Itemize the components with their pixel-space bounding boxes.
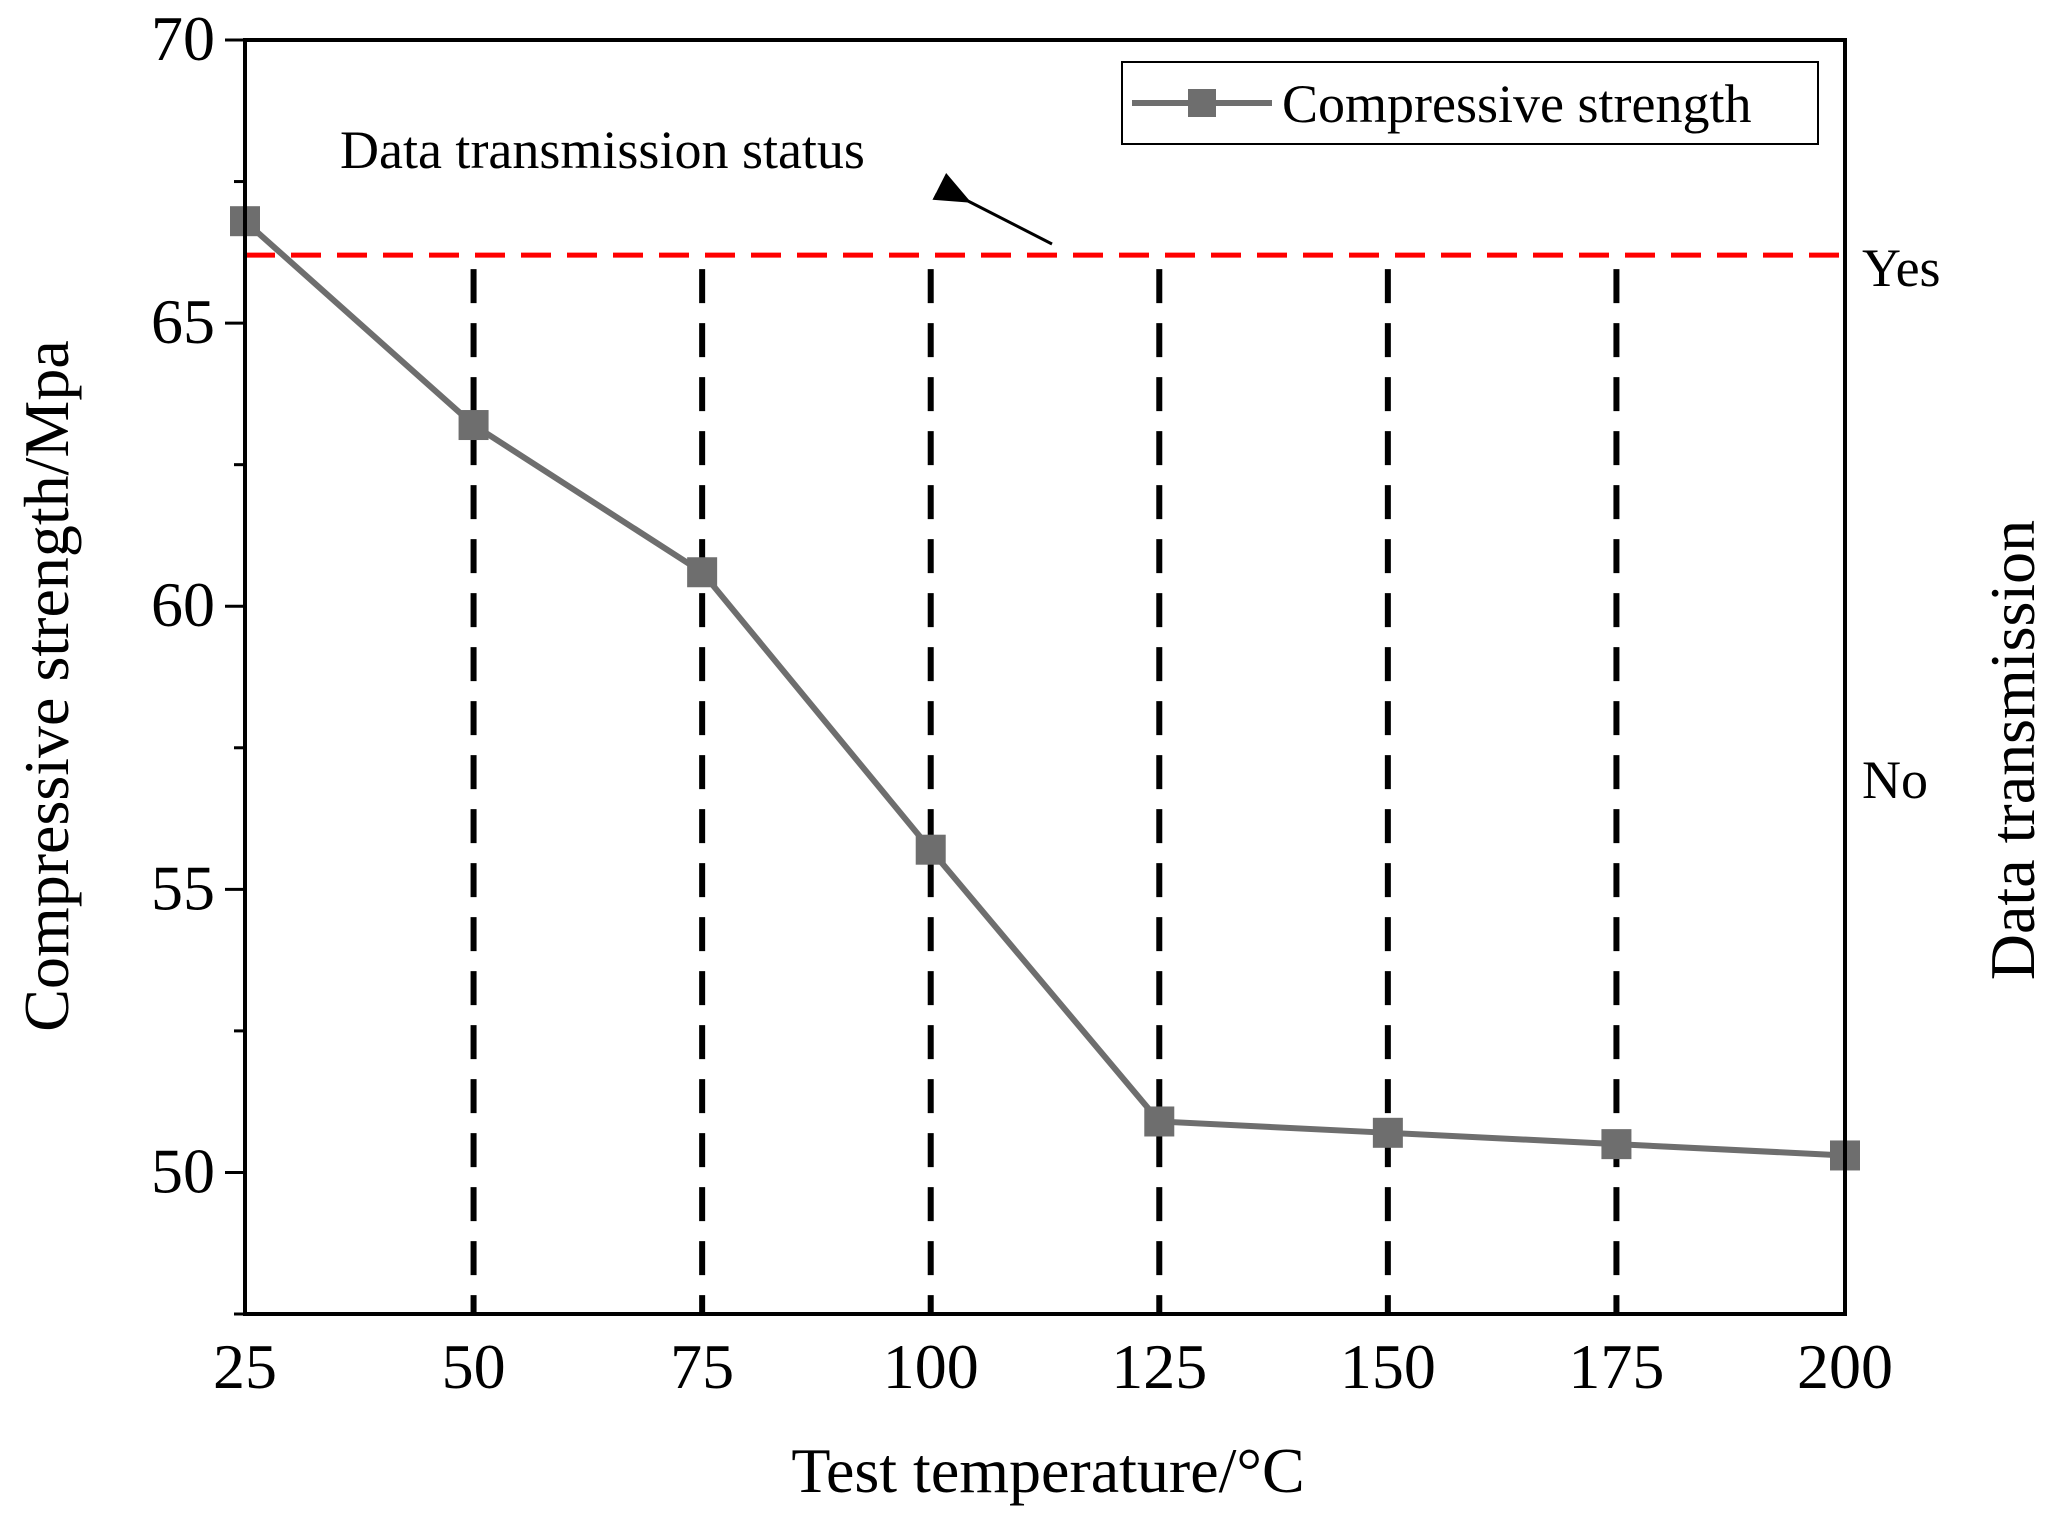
y-axis-title: Compressive strength/Mpa xyxy=(11,340,82,1031)
y-tick-label-70: 70 xyxy=(151,3,215,74)
data-point-100 xyxy=(915,834,946,865)
x-ticks: 25 50 75 100 125 150 175 200 xyxy=(213,1298,1893,1402)
data-point-125 xyxy=(1144,1106,1175,1137)
x-tick-label-200: 200 xyxy=(1797,1331,1893,1402)
data-point-150 xyxy=(1372,1117,1403,1148)
x-tick-label-175: 175 xyxy=(1568,1331,1664,1402)
y-ticks: 50 55 60 65 70 xyxy=(151,3,245,1316)
data-point-50 xyxy=(458,410,489,441)
x-tick-label-50: 50 xyxy=(442,1331,506,1402)
legend-label: Compressive strength xyxy=(1282,74,1751,134)
plot-frame xyxy=(243,38,1847,1316)
legend-marker-swatch xyxy=(1188,89,1216,117)
x-tick-label-100: 100 xyxy=(883,1331,979,1402)
y-tick-label-50: 50 xyxy=(151,1135,215,1206)
x-tick-label-125: 125 xyxy=(1111,1331,1207,1402)
data-point-75 xyxy=(687,557,718,588)
right-label-no: No xyxy=(1862,750,1928,810)
legend: Compressive strength xyxy=(1121,61,1819,145)
x-tick-label-150: 150 xyxy=(1340,1331,1436,1402)
data-point-175 xyxy=(1601,1129,1632,1160)
y-tick-label-55: 55 xyxy=(151,852,215,923)
x-tick-label-75: 75 xyxy=(670,1331,734,1402)
series-markers xyxy=(230,206,1860,1171)
right-axis-title: Data transmission xyxy=(1977,520,2048,980)
y-tick-label-65: 65 xyxy=(151,286,215,357)
right-label-yes: Yes xyxy=(1862,238,1941,298)
annotation-arrow xyxy=(932,172,1053,246)
annotation-text: Data transmission status xyxy=(340,120,865,180)
x-axis-title: Test temperature/°C xyxy=(791,1435,1304,1506)
x-tick-label-25: 25 xyxy=(213,1331,277,1402)
series-line-compressive-strength xyxy=(243,218,1846,1159)
y-tick-label-60: 60 xyxy=(151,569,215,640)
vertical-dashed-lines xyxy=(470,269,1620,1314)
